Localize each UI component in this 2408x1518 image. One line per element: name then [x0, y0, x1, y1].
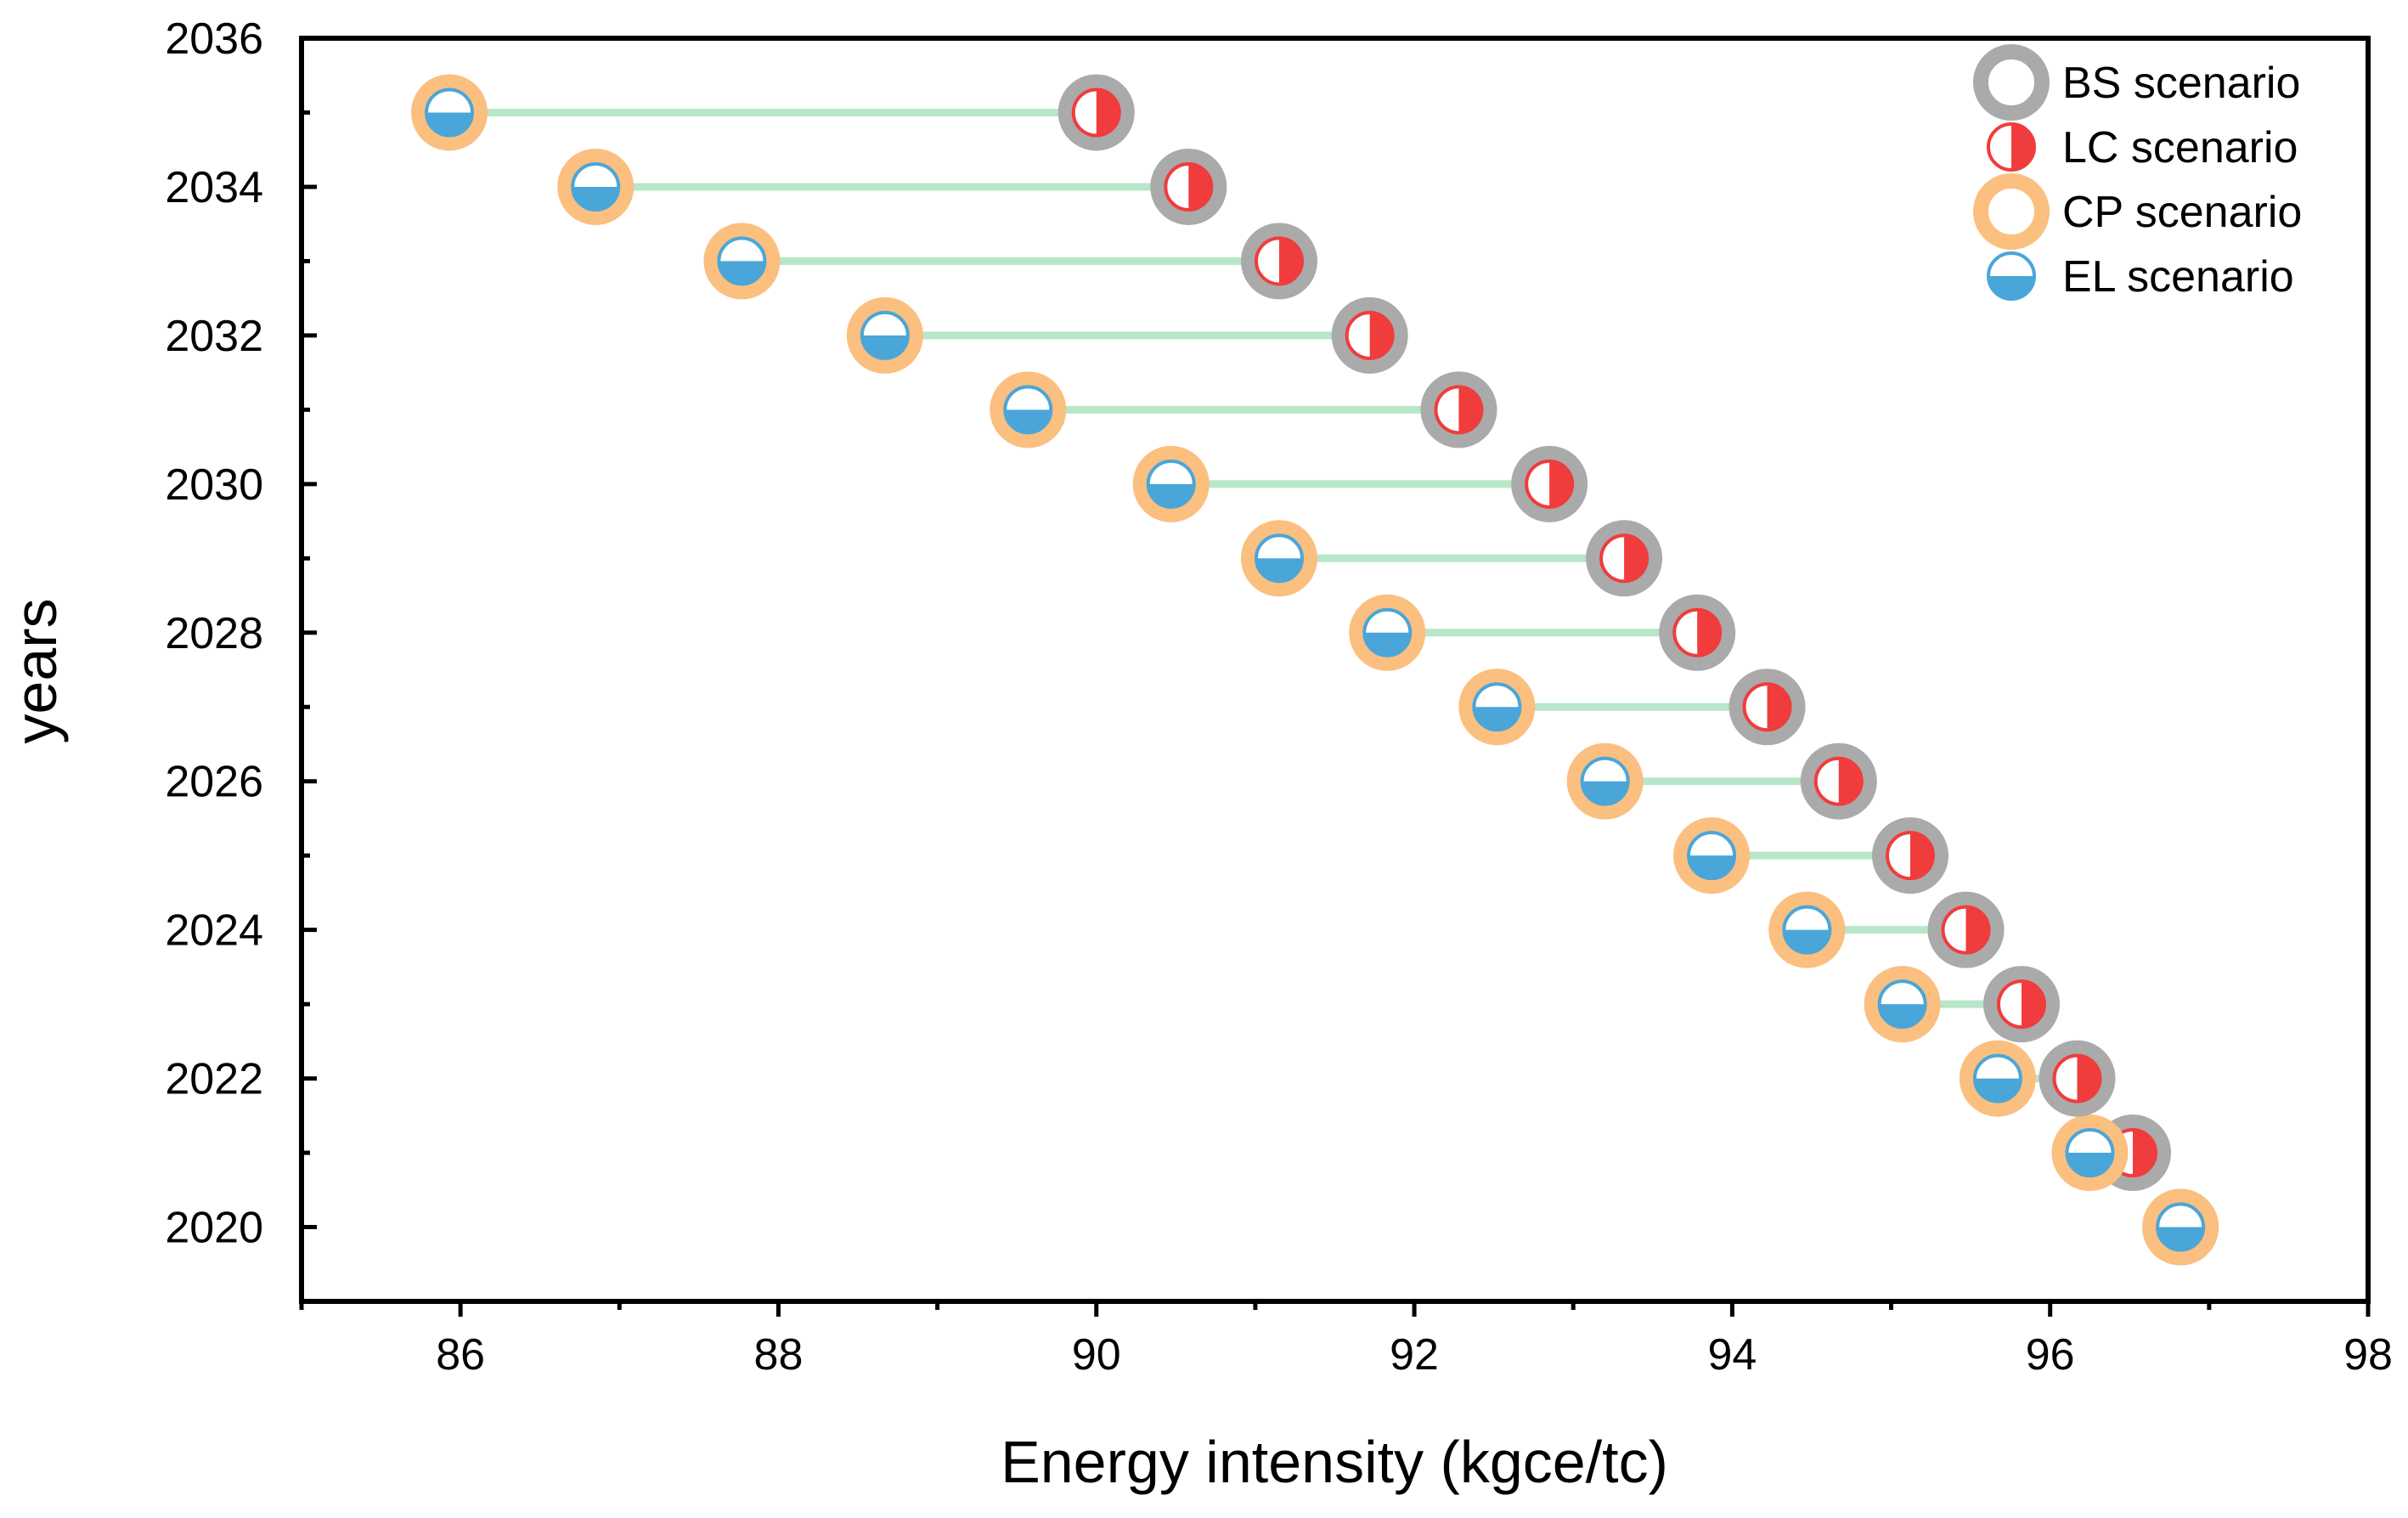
legend-marker-el	[1988, 276, 2034, 299]
lc-marker-2022	[2077, 1055, 2101, 1102]
legend-item-el: EL scenario	[1987, 251, 2294, 302]
legend-label-el: EL scenario	[2062, 252, 2294, 302]
lc-marker-2029	[1624, 535, 1648, 582]
lc-marker-2032	[1369, 312, 1393, 358]
el-marker-2035	[426, 112, 473, 136]
x-tick-label-86: 86	[436, 1330, 485, 1380]
legend: BS scenario LC scenario CP scenario EL scen…	[1973, 44, 2302, 302]
el-marker-2020	[2157, 1227, 2204, 1250]
legend-item-cp: CP scenario	[1973, 173, 2302, 250]
legend-item-lc: LC scenario	[1987, 122, 2298, 172]
y-tick-label-2020: 2020	[165, 1204, 263, 1253]
legend-item-bs: BS scenario	[1973, 44, 2300, 121]
legend-marker-bs	[1973, 44, 2050, 121]
el-marker-2028	[1364, 632, 1411, 656]
lc-marker-2023	[2022, 981, 2045, 1028]
marker-group-2020	[2142, 1188, 2219, 1266]
el-marker-2027	[1474, 707, 1520, 731]
marker-group-2033	[703, 223, 1317, 300]
marker-group-2028	[1349, 594, 1736, 671]
y-tick-label-2028: 2028	[165, 609, 263, 658]
lc-marker-2033	[1278, 238, 1302, 285]
legend-marker-cp	[1973, 173, 2050, 250]
el-marker-2026	[1582, 781, 1628, 804]
x-axis: 86 88 90 92 94 96 98	[299, 1301, 2393, 1380]
el-marker-2024	[1784, 929, 1830, 953]
lc-marker-2025	[1909, 832, 1933, 879]
x-tick-label-98: 98	[2343, 1330, 2393, 1380]
marker-group-2031	[990, 371, 1497, 449]
x-tick-label-90: 90	[1072, 1330, 1121, 1380]
x-tick-label-88: 88	[754, 1330, 804, 1380]
plot-frame	[299, 36, 2371, 1304]
el-marker-2029	[1255, 558, 1302, 582]
x-tick-label-92: 92	[1390, 1330, 1439, 1380]
lc-marker-2021	[2133, 1130, 2157, 1177]
lc-marker-2030	[1549, 460, 1573, 507]
y-tick-label-2030: 2030	[165, 460, 263, 510]
el-marker-2030	[1148, 483, 1194, 507]
y-tick-label-2024: 2024	[165, 906, 263, 956]
lc-marker-2034	[1188, 163, 1212, 210]
y-tick-label-2022: 2022	[165, 1055, 263, 1104]
marker-group-2032	[846, 296, 1408, 374]
x-axis-title: Energy intensity (kgce/tc)	[1001, 1429, 1668, 1495]
lc-marker-2026	[1838, 758, 1862, 804]
y-axis: 2020 2022 2024 2026 2028 2030 2032 2034 2036	[165, 14, 317, 1304]
el-marker-2025	[1689, 855, 1735, 879]
lc-marker-2024	[1965, 906, 1989, 953]
el-marker-2034	[572, 186, 619, 210]
marker-group-2030	[1132, 445, 1588, 522]
y-axis-title: years	[3, 598, 69, 743]
connector-lines	[449, 108, 2134, 1157]
marker-group-2027	[1458, 669, 1806, 746]
el-marker-2032	[861, 335, 908, 358]
lc-marker-2028	[1697, 609, 1721, 656]
data-markers	[411, 74, 2219, 1266]
el-marker-2023	[1879, 1004, 1926, 1028]
x-tick-label-94: 94	[1707, 1330, 1757, 1380]
marker-group-2024	[1768, 891, 2005, 968]
lc-marker-2027	[1767, 684, 1790, 731]
lc-marker-2035	[1096, 89, 1119, 136]
y-tick-label-2032: 2032	[165, 312, 263, 361]
y-tick-label-2036: 2036	[165, 14, 263, 64]
marker-group-2035	[411, 74, 1135, 151]
marker-group-2034	[557, 148, 1227, 225]
marker-group-2025	[1673, 817, 1948, 894]
marker-group-2022	[1959, 1040, 2116, 1117]
x-tick-label-96: 96	[2026, 1330, 2075, 1380]
legend-marker-lc	[2011, 124, 2034, 170]
lc-marker-2031	[1458, 387, 1482, 433]
el-marker-2031	[1005, 409, 1052, 433]
legend-label-bs: BS scenario	[2062, 59, 2300, 108]
y-tick-label-2034: 2034	[165, 163, 263, 212]
el-marker-2021	[2067, 1153, 2113, 1177]
el-marker-2022	[1974, 1078, 2021, 1102]
marker-group-2026	[1566, 742, 1877, 820]
y-tick-label-2026: 2026	[165, 758, 263, 807]
marker-group-2029	[1240, 520, 1663, 597]
legend-label-lc: LC scenario	[2062, 123, 2298, 172]
marker-group-2023	[1864, 966, 2061, 1043]
legend-label-cp: CP scenario	[2062, 188, 2302, 237]
marker-group-2021	[2051, 1115, 2172, 1192]
el-marker-2033	[719, 261, 765, 285]
